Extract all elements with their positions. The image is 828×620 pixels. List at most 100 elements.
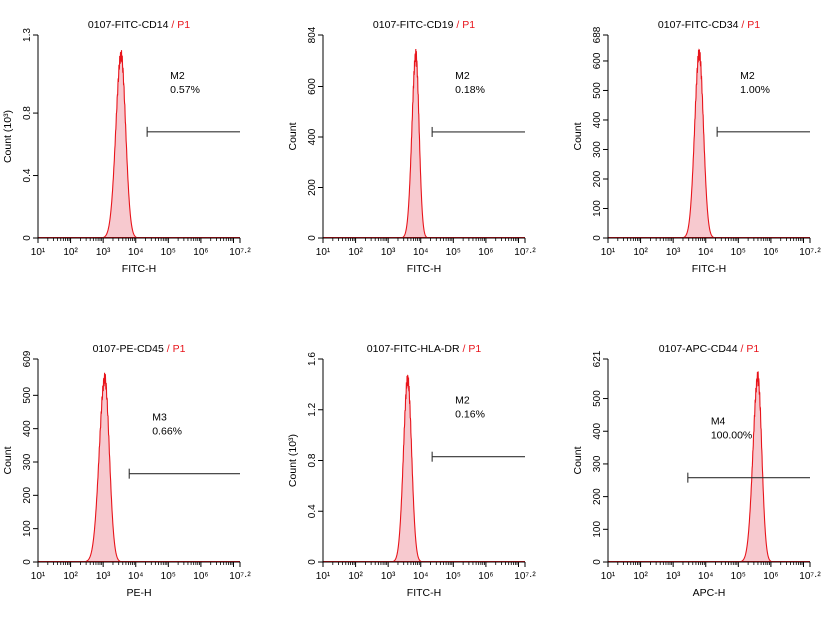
title-gate: P1 [462,19,475,31]
y-tick-label: 0 [307,235,318,241]
chart-title: 0107-FITC-CD14 / P1 [88,19,190,31]
histogram-fill [99,50,141,239]
x-tick-label: 10⁵ [161,247,176,258]
x-tick-label: 10² [348,247,363,258]
title-gate: P1 [746,343,759,355]
x-tick-label: 10⁶ [478,247,493,258]
chart-title: 0107-APC-CD44 / P1 [659,343,760,355]
histogram-panel: 0107-APC-CD44 / P1 10¹ 10² 10³ 10⁴ 10⁵ 10⁶ 10⁷·… [572,343,821,599]
y-tick-label: 200 [592,170,603,187]
title-separator: / [453,19,462,31]
x-tick-label: 10⁴ [413,247,428,258]
x-tick-label: 10⁷·² [229,247,251,258]
x-axis-label: FITC-H [122,263,156,275]
x-tick-label: 10⁴ [698,247,713,258]
x-tick-label: 10⁷·² [799,571,821,582]
y-tick-label: 100 [592,200,603,217]
x-tick-label: 10¹ [31,247,46,258]
y-tick-label: 500 [592,82,603,99]
title-separator: / [164,343,173,355]
x-tick-label: 10³ [96,247,111,258]
y-tick-label: 300 [592,455,603,472]
title-separator: / [460,343,469,355]
x-tick-label: 10⁵ [731,571,746,582]
marker-name: M2 [455,395,470,407]
histogram-panel: 0107-FITC-CD19 / P1 10¹ 10² 10³ 10⁴ 10⁵ 10⁶ 10⁷… [287,19,536,275]
y-tick-label: 300 [592,141,603,158]
x-tick-label: 10³ [381,571,396,582]
title-sample: 0107-FITC-CD19 [373,19,454,31]
x-tick-label: 10⁷·² [799,247,821,258]
y-tick-label: 600 [307,78,318,95]
x-tick-label: 10⁴ [413,571,428,582]
histogram-fill [680,49,718,239]
y-tick-label: 100 [22,520,33,537]
histogram-line [680,48,718,239]
y-tick-label: 400 [592,111,603,128]
x-tick-label: 10⁷·² [514,247,536,258]
histogram-fill [389,375,425,562]
marker-name: M2 [170,70,185,82]
y-axis-label: Count [572,446,584,474]
histogram-panel: 0107-FITC-CD34 / P1 10¹ 10² 10³ 10⁴ 10⁵ 10⁶ 10⁷… [572,19,821,275]
y-tick-label: 1.2 [307,402,318,416]
x-tick-label: 10³ [666,247,681,258]
chart-title: 0107-PE-CD45 / P1 [93,343,186,355]
histogram-fill [737,371,775,562]
x-tick-label: 10⁵ [446,247,461,258]
title-separator: / [738,19,747,31]
title-separator: / [738,343,747,355]
y-axis-label: Count [2,446,14,474]
x-axis-label: PE-H [126,587,151,599]
y-tick-label: 804 [307,26,318,43]
y-tick-label: 200 [307,179,318,196]
x-tick-label: 10⁶ [763,571,778,582]
y-tick-label: 0 [592,559,603,565]
y-tick-label: 0 [592,235,603,241]
marker-name: M2 [740,70,755,82]
y-tick-label: 400 [22,420,33,437]
x-tick-label: 10⁶ [478,571,493,582]
y-tick-label: 1.6 [307,352,318,366]
y-axis-label: Count (10³) [287,434,299,487]
y-axis-label: Count [287,122,299,150]
x-axis-label: FITC-H [407,263,441,275]
title-gate: P1 [173,343,186,355]
histogram-panel: 0107-PE-CD45 / P1 10¹ 10² 10³ 10⁴ 10⁵ 10⁶ 10⁷·²… [2,343,251,599]
y-tick-label: 600 [592,52,603,69]
y-tick-label: 0.8 [307,453,318,467]
marker-percent: 1.00% [740,84,770,96]
title-sample: 0107-FITC-HLA-DR [367,343,460,355]
histogram-line [399,48,430,239]
y-tick-label: 0.4 [22,168,33,182]
chart-title: 0107-FITC-CD34 / P1 [658,19,760,31]
y-axis-label: Count [572,122,584,150]
x-tick-label: 10⁵ [731,247,746,258]
x-axis-label: FITC-H [407,587,441,599]
x-tick-label: 10² [348,571,363,582]
marker-percent: 0.18% [455,84,485,96]
x-tick-label: 10¹ [601,247,616,258]
title-gate: P1 [747,19,760,31]
x-tick-label: 10⁶ [193,571,208,582]
title-gate: P1 [468,343,481,355]
y-tick-label: 400 [307,128,318,145]
title-separator: / [168,19,177,31]
title-sample: 0107-FITC-CD14 [88,19,169,31]
x-tick-label: 10² [633,571,648,582]
histogram-line [389,374,425,563]
x-tick-label: 10² [63,571,78,582]
x-tick-label: 10⁷·² [229,571,251,582]
histogram-fill [399,48,430,239]
x-tick-label: 10⁷·² [514,571,536,582]
title-gate: P1 [177,19,190,31]
x-tick-label: 10⁵ [161,571,176,582]
y-tick-label: 0 [307,559,318,565]
x-tick-label: 10⁶ [763,247,778,258]
marker-name: M4 [711,416,726,428]
x-tick-label: 10³ [381,247,396,258]
histogram-panel: 0107-FITC-CD14 / P1 10¹ 10² 10³ 10⁴ 10⁵ 10⁶ 10⁷… [2,19,251,275]
x-tick-label: 10¹ [316,247,331,258]
x-tick-label: 10³ [666,571,681,582]
